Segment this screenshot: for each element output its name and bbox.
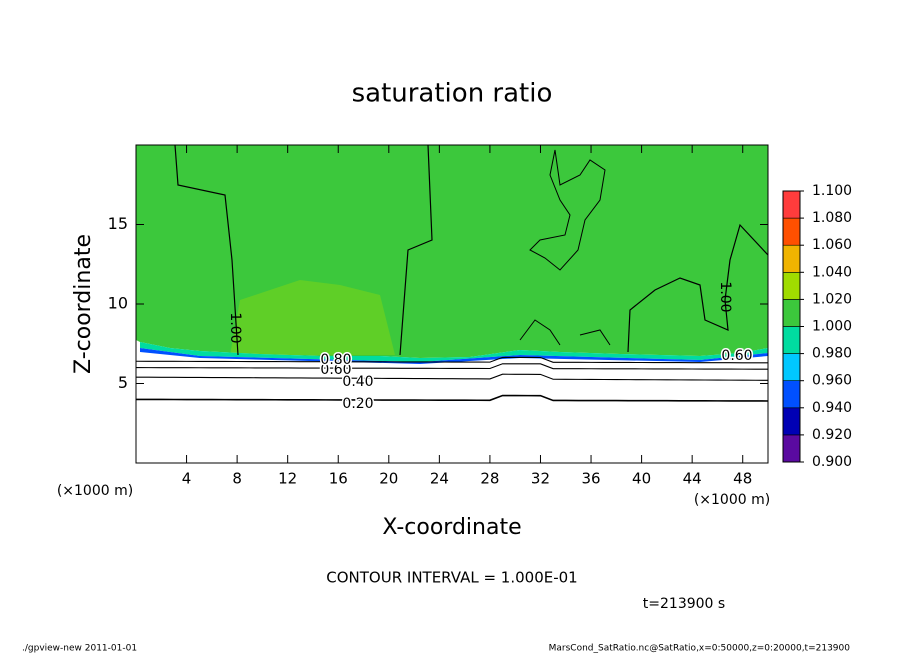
contour-interval: CONTOUR INTERVAL = 1.000E-01	[326, 569, 577, 587]
x-tick-label: 28	[480, 470, 499, 488]
contour-line	[135, 394, 769, 402]
colorbar-label: 0.980	[812, 346, 852, 362]
contour-label: 1.00	[227, 312, 243, 343]
field	[136, 145, 768, 364]
y-tick-label: 5	[118, 373, 128, 392]
colorbar-label: 0.960	[812, 373, 852, 389]
contour-line	[135, 373, 769, 381]
x-tick-label: 48	[733, 470, 752, 488]
colorbar-label: 1.100	[812, 183, 852, 199]
y-tick-label: 15	[108, 214, 128, 233]
contour-line	[135, 363, 769, 370]
colorbar-band	[782, 217, 801, 246]
contour-label: 0.60	[320, 362, 351, 378]
footer-left: ./gpview-new 2011-01-01	[22, 644, 137, 654]
field-region	[136, 145, 768, 358]
contour-line	[519, 149, 611, 346]
field-region	[140, 348, 768, 364]
colorbar-label: 0.900	[812, 454, 852, 470]
contour-label: 0.40	[342, 374, 373, 390]
x-tick-label: 44	[683, 470, 702, 488]
contour-label: 0.20	[342, 396, 373, 412]
colorbar-band	[782, 299, 801, 327]
y-tick-label: 10	[108, 294, 128, 313]
x-tick-label: 36	[581, 470, 600, 488]
x-axis-label: X-coordinate	[382, 515, 521, 540]
colorbar-band	[782, 244, 801, 273]
x-tick-label: 40	[632, 470, 651, 488]
x-tick-label: 24	[430, 470, 449, 488]
colorbar-band	[782, 353, 801, 382]
y-axis-label: Z-coordinate	[71, 234, 96, 374]
x-tick-label: 12	[278, 470, 297, 488]
y-unit: (×1000 m)	[57, 483, 133, 499]
contour-line	[135, 356, 769, 364]
x-unit: (×1000 m)	[694, 492, 770, 508]
x-tick-label: 8	[232, 470, 242, 488]
colorbar-label: 0.920	[812, 427, 852, 443]
x-tick-label: 16	[329, 470, 348, 488]
colorbar-band	[782, 271, 801, 300]
colorbar-label: 1.040	[812, 264, 852, 280]
colorbar-label: 1.080	[812, 210, 852, 226]
colorbar-band	[782, 380, 801, 409]
colorbar-label: 1.060	[812, 237, 852, 253]
colorbar-label: 1.020	[812, 291, 852, 307]
contour-label: 0.80	[320, 352, 351, 368]
contour-label: 0.60	[721, 348, 752, 364]
contour-line	[174, 144, 769, 356]
x-tick-label: 20	[379, 470, 398, 488]
x-tick-label: 32	[531, 470, 550, 488]
time-label: t=213900 s	[643, 596, 725, 612]
colorbar-label: 0.940	[812, 400, 852, 416]
colorbar-band	[782, 190, 801, 219]
field-region	[140, 342, 768, 362]
footer-right: MarsCond_SatRatio.nc@SatRatio,x=0:50000,…	[549, 644, 851, 654]
field-region	[230, 280, 395, 355]
colorbar-band	[782, 434, 801, 463]
colorbar-frame	[782, 190, 801, 463]
chart-title: saturation ratio	[352, 79, 553, 109]
colorbar-band	[782, 326, 801, 354]
colorbar-band	[782, 407, 801, 436]
contour-label: 1.00	[717, 281, 733, 312]
x-tick-label: 4	[182, 470, 192, 488]
colorbar-label: 1.000	[812, 319, 852, 335]
